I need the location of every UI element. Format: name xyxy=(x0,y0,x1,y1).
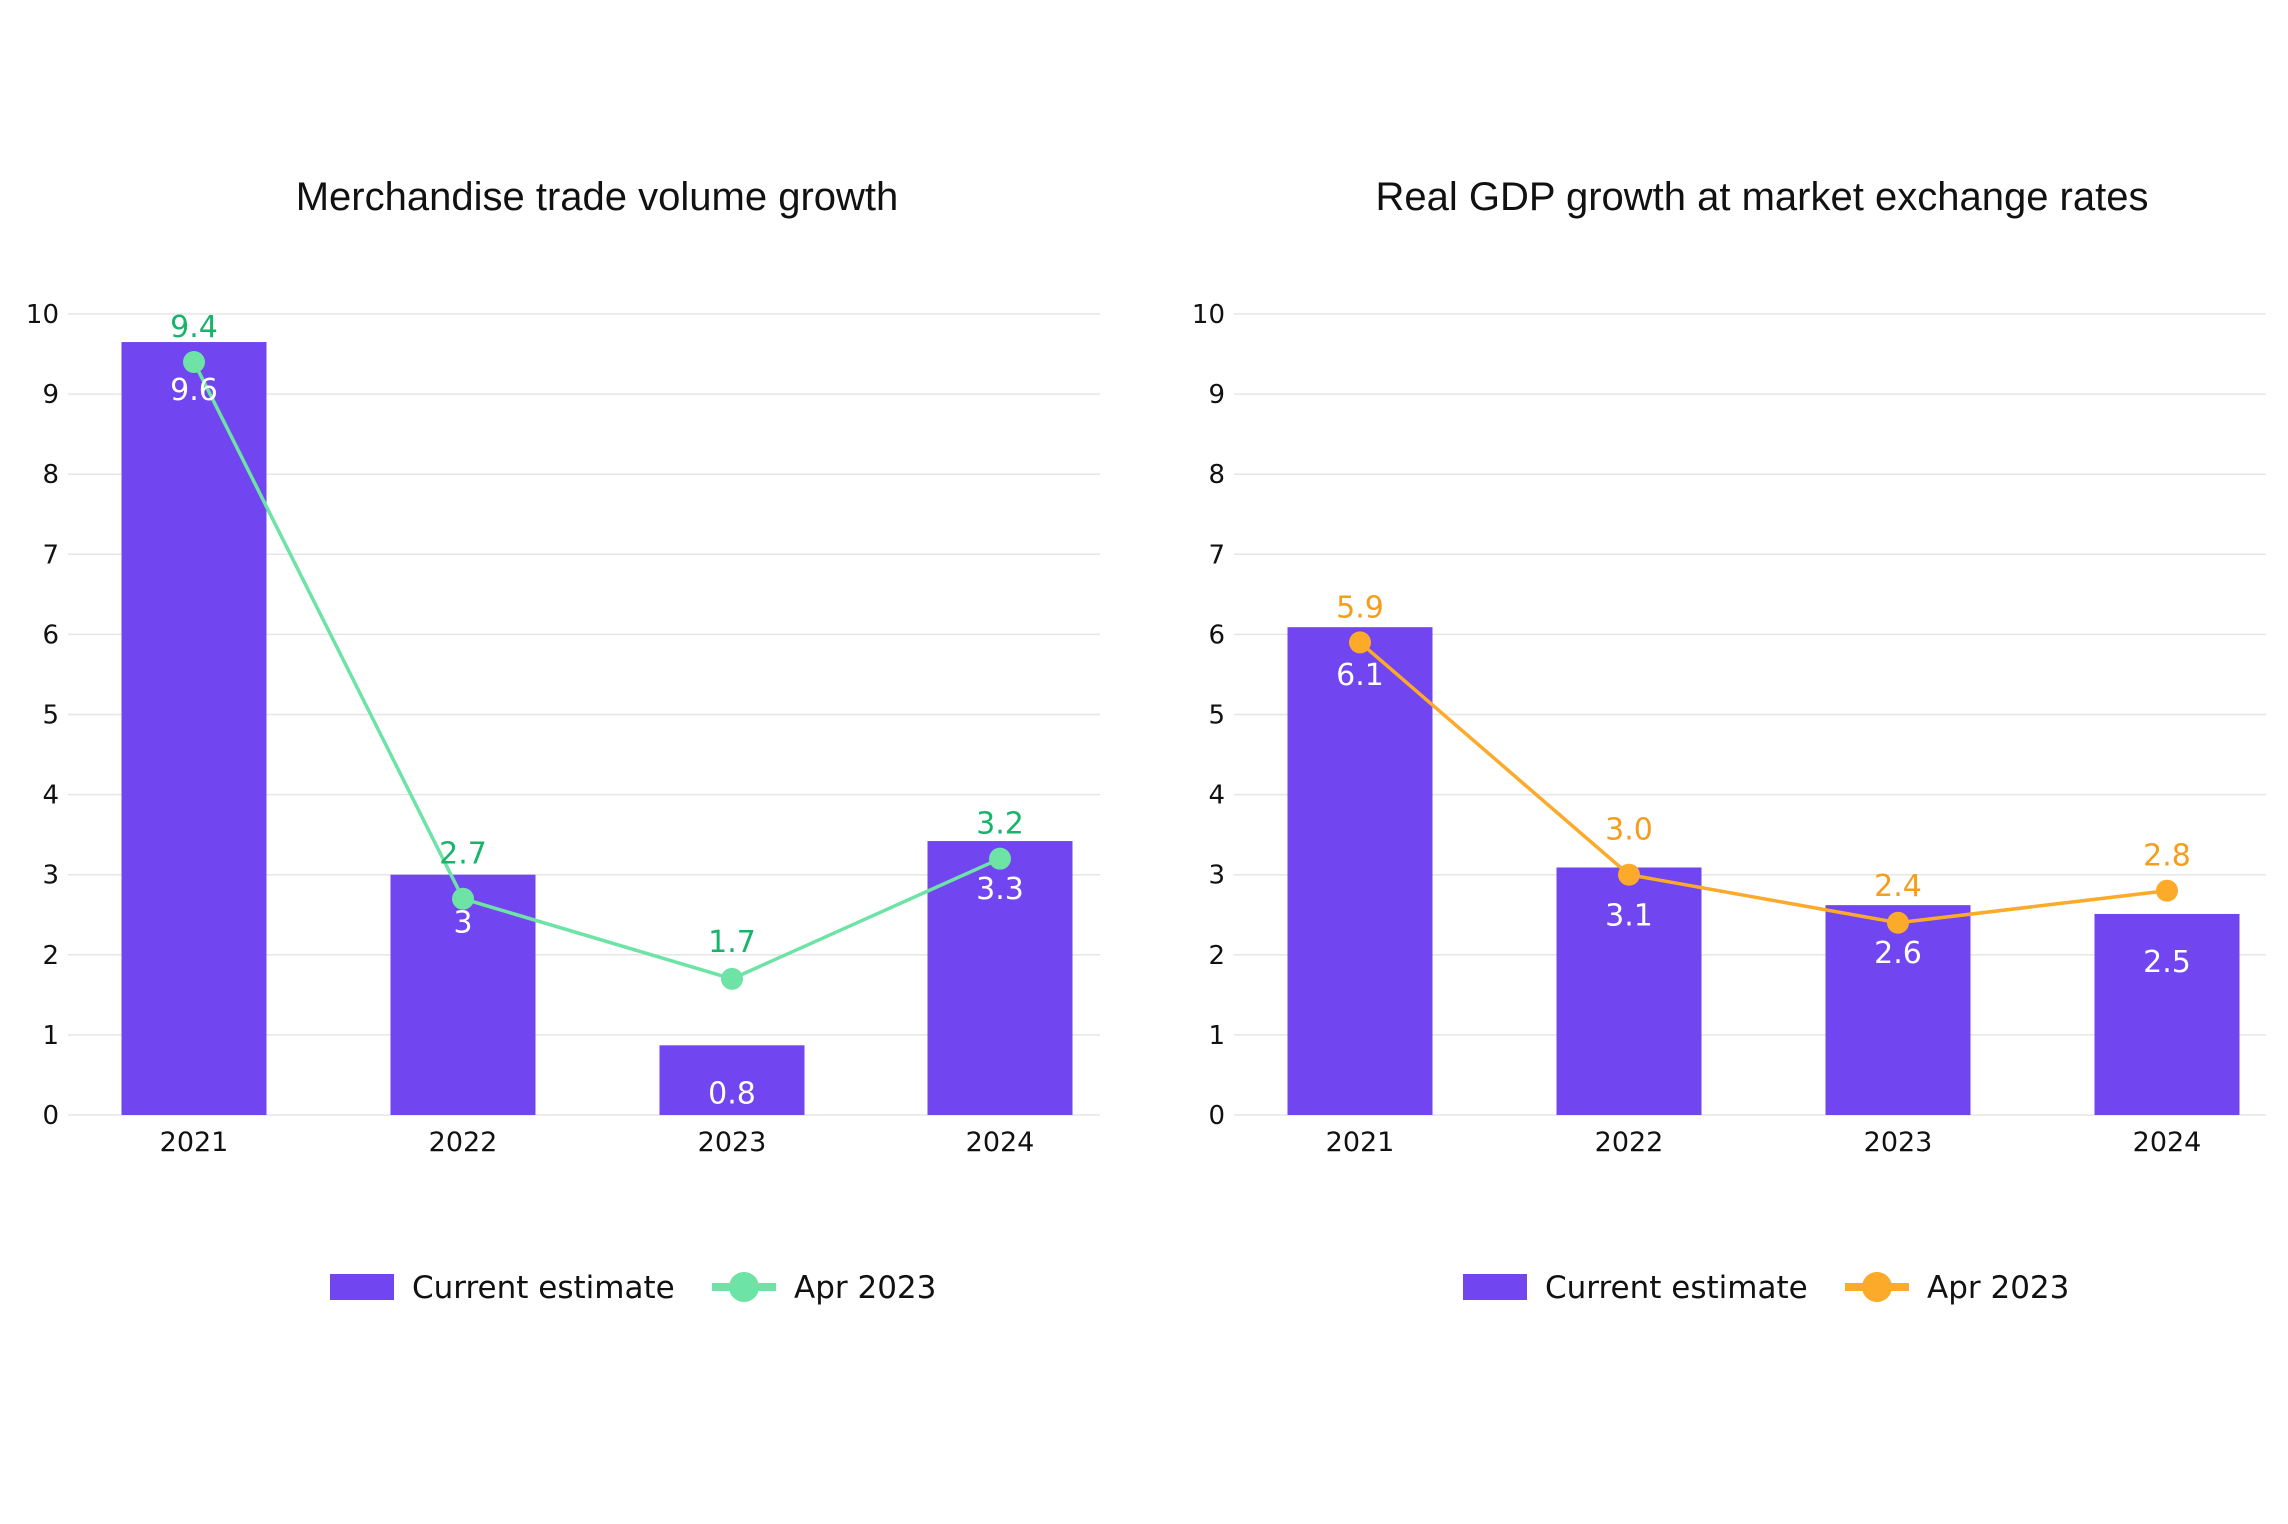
y-tick-label: 5 xyxy=(42,701,59,731)
chart-title: Merchandise trade volume growth xyxy=(296,175,899,219)
legend-line-label: Apr 2023 xyxy=(1927,1270,2069,1306)
bar xyxy=(2094,913,2240,1115)
bar-data-label: 2.6 xyxy=(1874,936,1922,971)
legend-line-label: Apr 2023 xyxy=(794,1270,936,1306)
y-tick-label: 8 xyxy=(1208,460,1225,490)
y-tick-label: 1 xyxy=(1208,1021,1225,1051)
series-point xyxy=(2156,879,2178,902)
x-tick-label: 2024 xyxy=(966,1127,1035,1158)
y-tick-label: 7 xyxy=(42,540,59,570)
chart-2: Real GDP growth at market exchange rates… xyxy=(1192,175,2266,1306)
y-tick-label: 10 xyxy=(1192,300,1225,330)
bar xyxy=(121,342,267,1115)
series-point xyxy=(183,351,205,374)
legend: Current estimate Apr 2023 xyxy=(330,1270,936,1306)
y-tick-label: 9 xyxy=(1208,380,1225,410)
series-point xyxy=(989,847,1011,870)
bar xyxy=(1556,867,1702,1115)
chart-1: Merchandise trade volume growth 0 1 2 3 4 5 6 7 8… xyxy=(26,175,1100,1306)
legend-bar-label: Current estimate xyxy=(412,1270,675,1306)
legend-line-marker xyxy=(729,1272,759,1302)
y-tick-label: 3 xyxy=(42,861,59,891)
y-tick-label: 2 xyxy=(42,941,59,971)
series-point xyxy=(1887,911,1909,934)
y-tick-label: 3 xyxy=(1208,861,1225,891)
y-tick-label: 2 xyxy=(1208,941,1225,971)
y-tick-label: 6 xyxy=(42,620,59,650)
y-tick-label: 10 xyxy=(26,300,59,330)
x-tick-label: 2021 xyxy=(1326,1127,1395,1158)
line-data-label: 9.4 xyxy=(170,310,218,345)
line-data-label: 1.7 xyxy=(708,925,756,960)
series-point xyxy=(721,967,743,990)
series-point xyxy=(1618,863,1640,886)
line-data-label: 2.7 xyxy=(439,837,487,872)
bar-data-label: 6.1 xyxy=(1336,658,1384,693)
x-tick-label: 2024 xyxy=(2133,1127,2202,1158)
bar-data-label: 3 xyxy=(453,906,472,941)
y-tick-label: 4 xyxy=(42,781,59,811)
y-tick-label: 7 xyxy=(1208,540,1225,570)
y-tick-label: 1 xyxy=(42,1021,59,1051)
x-tick-label: 2023 xyxy=(698,1127,767,1158)
legend-bar-swatch xyxy=(1463,1274,1527,1300)
line-data-label: 3.2 xyxy=(976,807,1024,842)
bar xyxy=(927,841,1073,1115)
bar-data-label: 0.8 xyxy=(708,1076,756,1111)
y-tick-label: 0 xyxy=(1208,1101,1225,1131)
y-tick-label: 5 xyxy=(1208,701,1225,731)
y-tick-label: 9 xyxy=(42,380,59,410)
series-point xyxy=(452,887,474,910)
y-tick-label: 0 xyxy=(42,1101,59,1131)
line-data-label: 3.0 xyxy=(1605,813,1653,848)
x-tick-label: 2023 xyxy=(1864,1127,1933,1158)
bar xyxy=(1287,627,1433,1115)
legend-line-marker xyxy=(1862,1272,1892,1302)
line-data-label: 2.8 xyxy=(2143,839,2191,874)
bar-data-label: 2.5 xyxy=(2143,945,2191,980)
legend: Current estimate Apr 2023 xyxy=(1463,1270,2069,1306)
series-line xyxy=(192,361,1001,981)
y-tick-label: 6 xyxy=(1208,620,1225,650)
y-tick-label: 4 xyxy=(1208,781,1225,811)
line-data-label: 2.4 xyxy=(1874,869,1922,904)
x-tick-label: 2022 xyxy=(1595,1127,1664,1158)
bar-data-label: 3.1 xyxy=(1605,898,1653,933)
bar xyxy=(659,1045,805,1115)
legend-bar-label: Current estimate xyxy=(1545,1270,1808,1306)
series-point xyxy=(1349,631,1371,654)
x-tick-label: 2022 xyxy=(429,1127,498,1158)
series-line xyxy=(1358,641,2168,925)
chart-title: Real GDP growth at market exchange rates xyxy=(1376,175,2149,219)
bar-data-label: 9.6 xyxy=(170,373,218,408)
x-tick-label: 2021 xyxy=(160,1127,229,1158)
bar xyxy=(1825,905,1971,1115)
y-tick-label: 8 xyxy=(42,460,59,490)
legend-bar-swatch xyxy=(330,1274,394,1300)
bar-data-label: 3.3 xyxy=(976,872,1024,907)
line-data-label: 5.9 xyxy=(1336,590,1384,625)
